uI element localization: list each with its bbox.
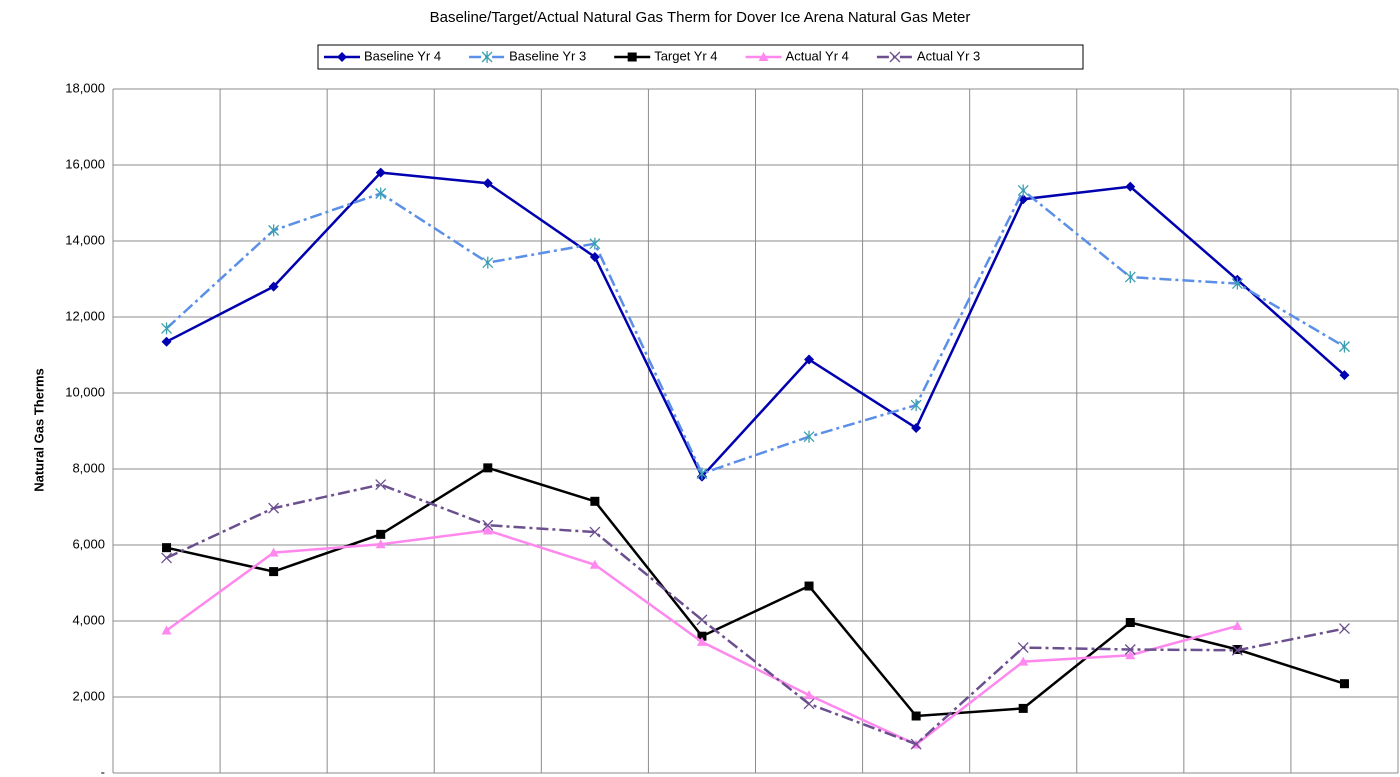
legend-label: Actual Yr 4 bbox=[786, 48, 849, 63]
marker bbox=[268, 281, 279, 292]
marker bbox=[161, 552, 173, 564]
y-tick-label: 16,000 bbox=[65, 156, 105, 171]
marker bbox=[696, 614, 708, 626]
marker bbox=[804, 581, 814, 591]
marker bbox=[804, 354, 815, 365]
legend-box bbox=[317, 44, 1084, 70]
marker bbox=[161, 336, 172, 347]
marker bbox=[589, 237, 601, 250]
marker bbox=[1018, 656, 1029, 666]
marker bbox=[482, 525, 493, 535]
marker bbox=[376, 529, 386, 539]
marker bbox=[589, 559, 600, 569]
marker bbox=[375, 539, 386, 549]
marker bbox=[911, 711, 921, 721]
legend-marker bbox=[889, 51, 901, 63]
series-line bbox=[166, 466, 1345, 718]
marker bbox=[375, 187, 387, 200]
marker bbox=[1125, 181, 1136, 192]
marker bbox=[1018, 703, 1028, 713]
marker bbox=[910, 399, 922, 412]
legend-marker bbox=[627, 52, 637, 62]
marker bbox=[268, 224, 280, 237]
marker bbox=[1125, 650, 1136, 660]
marker bbox=[1339, 340, 1350, 353]
series-line bbox=[165, 188, 1346, 476]
y-tick-label: 14,000 bbox=[65, 232, 105, 247]
series-line bbox=[166, 483, 1345, 746]
marker bbox=[1125, 618, 1135, 628]
legend-item: Baseline Yr 3 bbox=[469, 48, 586, 63]
marker bbox=[803, 430, 815, 443]
y-tick-label: 2,000 bbox=[72, 688, 105, 703]
y-tick-label: 8,000 bbox=[72, 460, 105, 475]
marker bbox=[482, 178, 493, 189]
marker bbox=[589, 251, 600, 262]
marker bbox=[1231, 644, 1243, 656]
marker bbox=[697, 631, 707, 641]
marker bbox=[1231, 277, 1243, 290]
marker bbox=[162, 543, 172, 553]
series-line bbox=[165, 171, 1346, 479]
y-axis-label: Natural Gas Therms bbox=[31, 368, 46, 492]
marker bbox=[1017, 184, 1029, 197]
legend-label: Baseline Yr 4 bbox=[364, 48, 441, 63]
marker bbox=[910, 738, 922, 750]
y-tick-label: - bbox=[101, 764, 105, 777]
legend-item: Baseline Yr 4 bbox=[324, 48, 441, 63]
marker bbox=[1232, 620, 1243, 630]
chart-title: Baseline/Target/Actual Natural Gas Therm… bbox=[430, 9, 971, 26]
marker bbox=[375, 167, 386, 178]
marker bbox=[483, 463, 493, 473]
marker bbox=[589, 526, 601, 538]
legend-item: Actual Yr 3 bbox=[876, 48, 980, 63]
marker bbox=[1017, 642, 1029, 654]
marker bbox=[482, 519, 494, 531]
marker bbox=[1339, 623, 1350, 635]
marker bbox=[268, 502, 280, 514]
legend-label: Actual Yr 3 bbox=[917, 48, 980, 63]
legend-marker bbox=[337, 52, 347, 62]
marker bbox=[161, 625, 172, 635]
marker bbox=[161, 322, 173, 335]
legend-marker bbox=[758, 52, 769, 61]
marker bbox=[804, 690, 815, 700]
marker bbox=[1124, 644, 1136, 655]
marker bbox=[375, 479, 387, 491]
legend-item: Actual Yr 4 bbox=[745, 48, 849, 63]
marker bbox=[1124, 271, 1136, 284]
marker bbox=[482, 256, 494, 269]
marker bbox=[1339, 679, 1349, 689]
marker bbox=[590, 496, 600, 506]
marker bbox=[696, 467, 708, 480]
marker bbox=[911, 422, 922, 433]
y-tick-label: 4,000 bbox=[72, 612, 105, 627]
y-tick-label: 12,000 bbox=[65, 308, 105, 323]
marker bbox=[1339, 370, 1350, 381]
marker bbox=[269, 567, 279, 577]
marker bbox=[803, 698, 815, 710]
y-tick-label: 10,000 bbox=[65, 384, 105, 399]
legend-label: Target Yr 4 bbox=[654, 48, 717, 63]
legend-marker bbox=[481, 51, 493, 63]
legend-label: Baseline Yr 3 bbox=[509, 48, 586, 63]
legend-item: Target Yr 4 bbox=[614, 48, 718, 63]
y-tick-label: 18,000 bbox=[65, 80, 105, 95]
marker bbox=[696, 636, 707, 646]
y-tick-label: 6,000 bbox=[72, 536, 105, 551]
marker bbox=[268, 547, 279, 557]
